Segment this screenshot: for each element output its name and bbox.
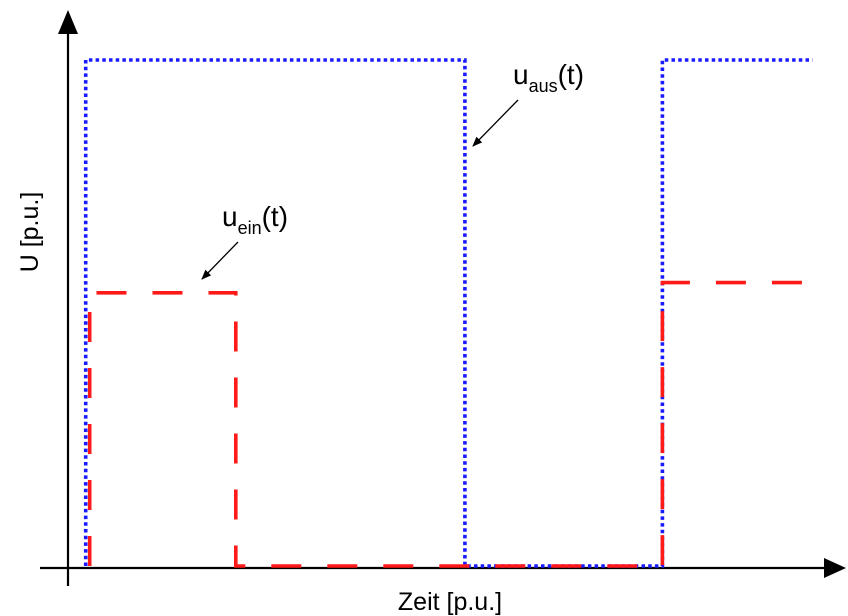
annotation-u-aus-tail: (t) (558, 59, 584, 90)
y-axis (58, 10, 78, 586)
series-line-u-ein (87, 280, 813, 568)
x-axis (40, 558, 846, 578)
annotation-u-ein-tail: (t) (262, 201, 288, 232)
series-layer (83, 58, 813, 568)
annotation-u-ein-label: uein(t) (222, 201, 288, 238)
annotation-u-ein-sub: ein (238, 218, 262, 238)
annotation-u-aus-main: u (513, 59, 529, 90)
annotation-u-ein-main: u (222, 201, 238, 232)
x-axis-title: Zeit [p.u.] (398, 588, 502, 616)
series-line-u-aus (83, 58, 813, 568)
annotation-u-aus-sub: aus (529, 76, 558, 96)
annotation-u-ein: uein(t) (201, 201, 288, 280)
y-axis-title: U [p.u.] (16, 192, 44, 273)
x-axis-arrowhead (824, 558, 846, 578)
annotation-u-ein-arrow (201, 241, 239, 280)
annotation-u-aus-label: uaus(t) (513, 59, 584, 96)
y-axis-arrowhead (58, 10, 78, 34)
annotation-u-aus-arrow (472, 99, 519, 147)
annotation-u-aus: uaus(t) (472, 59, 584, 147)
